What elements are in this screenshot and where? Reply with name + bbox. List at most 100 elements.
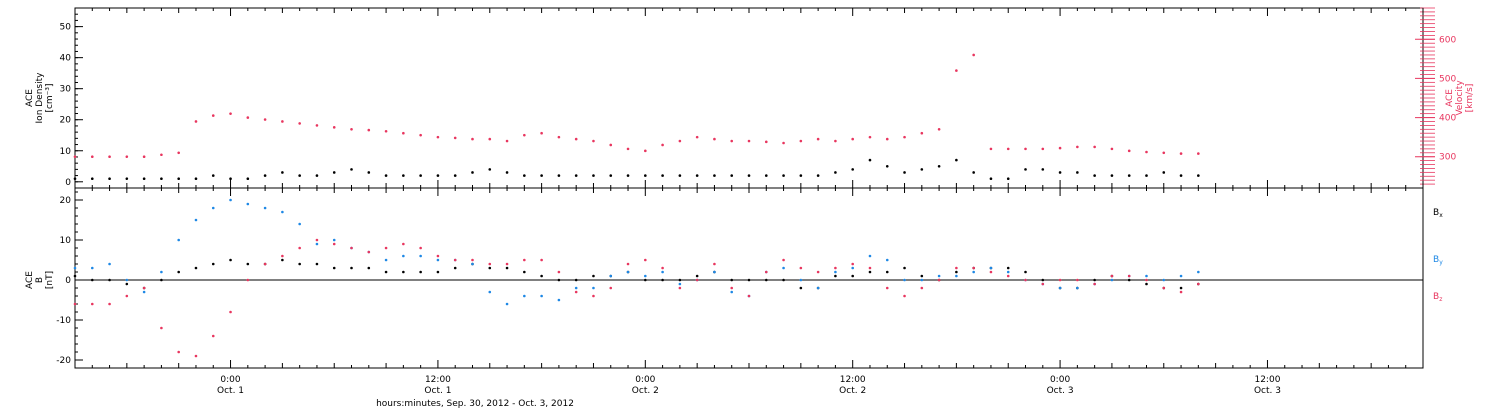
density-point-38 (730, 174, 734, 177)
density-point-31 (609, 174, 613, 177)
velocity-point-52 (972, 53, 975, 57)
velocity-point-32 (626, 147, 630, 151)
x-tick-date-2: Oct. 2 (632, 386, 659, 396)
bfield-tick-label-2: 0 (65, 276, 71, 286)
density-label-line-2: Ion Density (35, 72, 45, 124)
density-tick-label-0: 0 (65, 178, 71, 188)
bx-point-46 (868, 270, 872, 274)
by-point-2 (108, 262, 111, 266)
bx-point-36 (695, 274, 699, 278)
x-tick-date-3: Oct. 2 (839, 386, 866, 396)
by-point-30 (592, 286, 595, 290)
bx-point-2 (108, 278, 111, 282)
density-point-9 (229, 177, 232, 180)
velocity-point-51 (955, 69, 958, 72)
bz-point-5 (160, 326, 163, 330)
density-point-57 (1058, 171, 1062, 174)
by-point-35 (678, 282, 682, 286)
by-point-45 (851, 266, 854, 270)
by-point-37 (713, 270, 716, 274)
velocity-point-40 (764, 140, 768, 144)
bx-point-24 (488, 266, 492, 270)
bz-point-22 (453, 258, 457, 262)
density-point-14 (315, 174, 319, 177)
by-point-48 (903, 278, 906, 282)
bx-point-6 (177, 270, 180, 274)
density-point-39 (747, 174, 751, 177)
density-point-46 (868, 158, 872, 162)
bz-point-2 (108, 302, 111, 306)
density-point-8 (211, 174, 215, 177)
velocity-point-56 (1041, 147, 1045, 151)
bz-point-11 (263, 262, 267, 266)
bx-point-13 (298, 262, 301, 266)
by-point-49 (920, 278, 924, 282)
top-series (73, 53, 1200, 180)
density-point-11 (263, 174, 267, 177)
bx-point-8 (211, 262, 215, 266)
density-point-21 (436, 174, 440, 177)
bx-point-33 (644, 278, 647, 282)
bx-point-28 (557, 278, 561, 282)
bz-point-17 (367, 250, 371, 254)
velocity-point-31 (609, 143, 613, 147)
by-point-27 (540, 294, 543, 298)
velocity-point-9 (229, 112, 232, 115)
density-point-59 (1093, 174, 1096, 177)
velocity-point-65 (1197, 152, 1200, 155)
by-point-8 (211, 206, 215, 210)
velocity-point-30 (592, 139, 595, 143)
velocity-point-20 (419, 133, 422, 137)
bx-point-7 (194, 266, 198, 270)
density-point-36 (695, 174, 699, 177)
x-tick-date-4: Oct. 3 (1047, 386, 1074, 396)
velocity-point-63 (1162, 151, 1166, 155)
bz-point-7 (194, 354, 198, 358)
velocity-point-17 (367, 128, 371, 132)
bz-point-44 (834, 266, 837, 270)
density-label-line-3: [cm⁻³] (45, 83, 55, 112)
density-point-45 (851, 168, 854, 171)
bz-point-56 (1041, 282, 1045, 286)
density-tick-label-1: 10 (60, 147, 72, 157)
by-point-1 (90, 266, 94, 270)
density-point-28 (557, 174, 561, 177)
velocity-point-33 (644, 149, 647, 153)
bz-point-3 (125, 294, 129, 298)
bz-point-9 (229, 310, 232, 314)
bz-point-64 (1179, 290, 1183, 294)
bz-point-50 (937, 278, 941, 282)
velocity-point-41 (782, 141, 785, 145)
by-point-65 (1197, 270, 1200, 274)
by-point-63 (1162, 278, 1166, 282)
velocity-point-12 (281, 120, 284, 123)
bx-point-16 (350, 266, 353, 270)
by-point-46 (868, 254, 872, 258)
bz-point-8 (211, 334, 215, 338)
density-point-4 (142, 177, 146, 180)
velocity-point-28 (557, 135, 561, 139)
density-point-55 (1024, 168, 1027, 171)
by-point-25 (505, 302, 509, 306)
density-point-53 (989, 177, 993, 180)
velocity-point-57 (1058, 146, 1062, 150)
velocity-point-24 (488, 137, 492, 141)
by-point-64 (1179, 274, 1183, 278)
bz-point-10 (246, 278, 250, 282)
x-axis-label: hours:minutes, Sep. 30, 2012 - Oct. 3, 2… (376, 399, 574, 409)
bz-point-31 (609, 286, 613, 290)
bx-point-42 (799, 286, 803, 290)
by-point-0 (73, 266, 77, 270)
by-point-34 (661, 270, 664, 274)
by-point-51 (955, 274, 958, 278)
b-field-axis-label: ACE B [nT] (25, 271, 55, 289)
bfield-label-line-3: [nT] (45, 271, 55, 289)
bz-point-60 (1110, 274, 1114, 278)
velocity-point-8 (211, 114, 215, 117)
bx-point-29 (574, 278, 578, 282)
bx-point-47 (885, 270, 889, 274)
bz-point-49 (920, 286, 924, 290)
density-point-65 (1197, 174, 1200, 177)
bz-point-46 (868, 266, 872, 270)
